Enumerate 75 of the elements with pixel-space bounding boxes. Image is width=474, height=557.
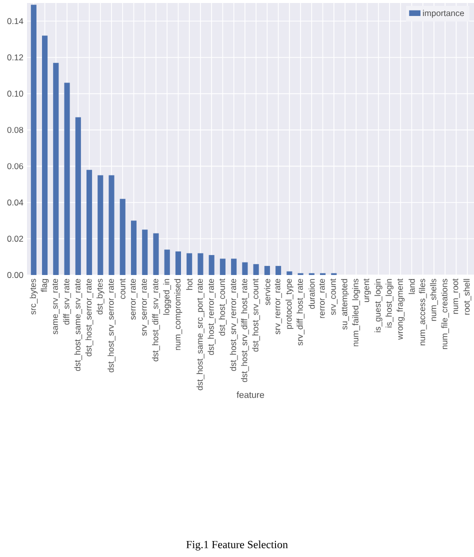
x-tick-label: wrong_fragment [396,278,405,340]
x-axis-title: feature [236,391,264,398]
x-tick-label: serror_rate [130,278,138,320]
x-tick-label: srv_count [330,278,338,315]
x-tick-label: src_bytes [30,278,38,315]
y-tick-label: 0.14 [7,18,24,24]
x-tick-label: root_shell [463,279,472,315]
x-tick-label: duration [308,279,315,309]
x-tick-label: dst_host_srv_serror_rate [108,278,116,372]
bar [142,230,148,275]
bar [64,82,70,275]
caption: Fig.1 Feature Selection [186,540,288,550]
bar [286,271,292,275]
x-tick-label: logged_in [163,279,172,315]
x-tick-label: rerror_rate [319,278,326,318]
y-tick-label: 0.02 [7,236,24,242]
bar [120,198,126,275]
x-tick-label: protocol_type [285,278,294,329]
x-tick-label: flag [40,279,49,292]
x-tick-label: count [120,278,126,299]
bar [108,175,114,275]
bar [242,262,248,275]
y-tick-label: 0.06 [7,163,24,170]
bar [86,170,92,275]
x-tick-label: srv_rerror_rate [274,278,282,334]
y-tick-label: 0.12 [7,54,24,60]
x-tick-label: dst_host_same_srv_rate [74,278,82,371]
bar [276,266,282,275]
x-tick-label: service [264,278,270,306]
bar [208,255,214,275]
x-tick-label: srv_diff_host_rate [296,278,304,346]
bar [42,36,48,275]
x-tick-label: hot [186,278,192,290]
x-tick-label: dst_host_count [218,278,227,336]
bar [175,251,182,275]
x-tick-label: num_compromised [174,279,182,350]
x-tick-label: dst_host_serror_rate [85,278,94,356]
x-tick-label: num_shells [430,278,438,321]
x-tick-label: dst_host_srv_diff_host_rate [241,278,249,382]
x-tick-label: dst_host_srv_count [252,278,260,352]
x-tick-label: num_root [452,278,460,314]
bar [130,220,137,275]
bar [153,233,159,275]
bar [186,253,192,275]
x-tick-label: land [408,279,415,294]
bar [264,266,270,275]
x-tick-label: dst_host_diff_srv_rate [152,278,160,362]
y-tick-label: 0.10 [7,90,24,97]
bar [198,253,204,275]
x-tick-label: is_guest_login [374,279,382,332]
x-tick-label: same_srv_rate [52,278,60,334]
bar [220,258,226,275]
bar [231,258,237,275]
x-tick-label: dst_host_rerror_rate [208,278,216,355]
x-tick-label: num_file_creations [441,278,450,350]
x-tick-label: srv_serror_rate [141,278,148,336]
x-tick-label: num_failed_logins [352,278,360,346]
bar [53,62,59,275]
y-tick-label: 0.08 [7,126,24,133]
bar [30,4,36,275]
bar [75,117,81,275]
y-tick-label: 0.04 [7,199,24,206]
legend-label: importance [423,10,464,18]
x-tick-label: is_host_login [386,279,394,328]
x-tick-label: su_attempted [341,279,349,330]
x-tick-label: diff_srv_rate [63,278,71,325]
x-tick-label: dst_host_srv_rerror_rate [230,278,238,371]
bar [164,250,170,275]
y-tick-label: 0.00 [7,272,24,278]
bar [253,264,259,275]
x-tick-label: urgent [364,278,371,302]
x-tick-label: dst_bytes [96,278,104,314]
x-tick-label: dst_host_same_src_port_rate [196,278,204,390]
bar [98,175,104,275]
x-tick-label: num_access_files [418,278,427,346]
